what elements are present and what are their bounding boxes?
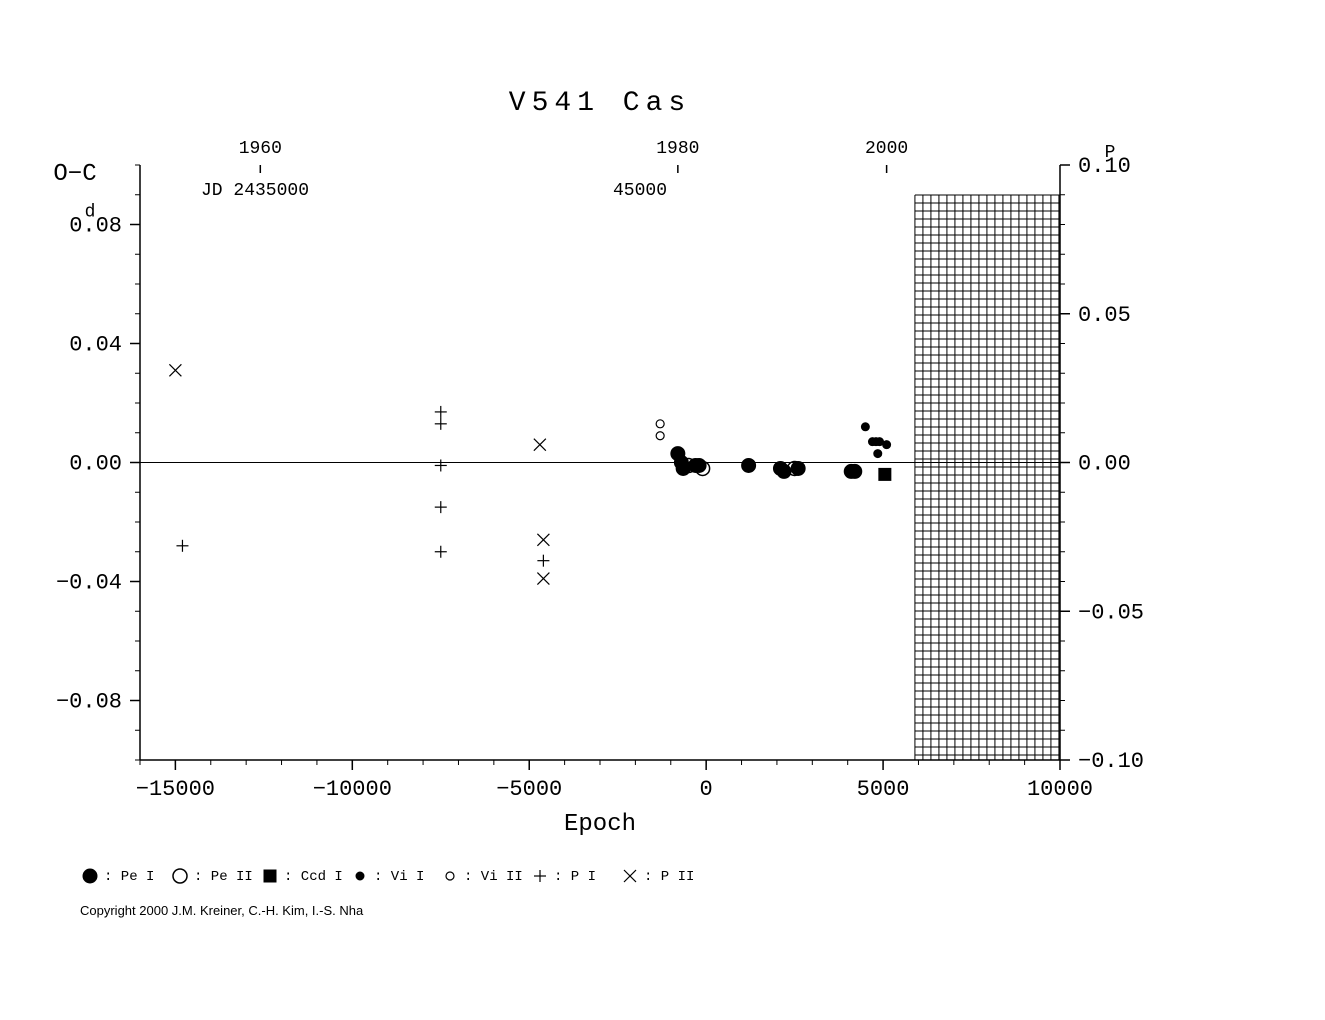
series-ccd1 (879, 468, 891, 480)
legend-item-ccd1: : Ccd I (264, 869, 343, 885)
x-tick-label: 0 (700, 777, 713, 802)
x-axis-label: Epoch (564, 811, 636, 838)
y-right-tick-label: 0.05 (1078, 303, 1131, 328)
x-tick-label: −15000 (136, 777, 215, 802)
legend-label: : P I (554, 869, 596, 885)
legend-item-vi2: : Vi II (446, 869, 523, 885)
y-right-tick-label: −0.10 (1078, 749, 1144, 774)
y-left-tick-label: 0.08 (69, 214, 122, 239)
top-tick-label: 2000 (865, 139, 908, 159)
jd-label-left: JD 2435000 (201, 181, 309, 201)
jd-label-center: 45000 (613, 181, 667, 201)
y-left-tick-label: −0.08 (56, 690, 122, 715)
x-tick-label: 5000 (857, 777, 910, 802)
legend-label: : Ccd I (284, 869, 343, 885)
copyright-text: Copyright 2000 J.M. Kreiner, C.-H. Kim, … (80, 903, 364, 918)
legend: : Pe I : Pe II : Ccd I : Vi I : Vi II : P I : … (83, 869, 694, 885)
legend-item-p2: : P II (624, 869, 694, 885)
series-vi2 (656, 420, 664, 440)
y-right-tick-label: −0.05 (1078, 600, 1144, 625)
series-vi1 (861, 423, 890, 458)
legend-label: : Pe II (194, 869, 253, 885)
chart-title: V541 Cas (509, 88, 691, 119)
y-left-tick-label: −0.04 (56, 571, 122, 596)
legend-item-pe2: : Pe II (173, 869, 253, 885)
hatched-region (915, 195, 1060, 760)
top-tick-label: 1980 (656, 139, 699, 159)
legend-label: : Pe I (104, 869, 154, 885)
oc-chart: V541 Cas O−C Epoch JD 2435000 45000 Copy… (0, 0, 1325, 1020)
legend-label: : P II (644, 869, 694, 885)
series-p2 (169, 364, 549, 584)
legend-item-p1: : P I (534, 869, 596, 885)
legend-item-vi1: : Vi I (356, 869, 424, 885)
y-left-tick-label: 0.00 (69, 452, 122, 477)
y-left-unit: d (85, 203, 96, 223)
x-tick-label: −5000 (496, 777, 562, 802)
top-tick-label: 1960 (239, 139, 282, 159)
x-tick-label: 10000 (1027, 777, 1093, 802)
legend-item-pe1: : Pe I (83, 869, 154, 885)
data-series (169, 364, 890, 584)
y-right-unit: P (1105, 143, 1116, 163)
legend-label: : Vi I (374, 869, 424, 885)
y-left-tick-label: 0.04 (69, 333, 122, 358)
x-tick-label: −10000 (313, 777, 392, 802)
legend-label: : Vi II (464, 869, 523, 885)
y-axis-left-label: O−C (53, 161, 96, 188)
series-p1 (176, 406, 549, 567)
y-right-tick-label: 0.00 (1078, 452, 1131, 477)
